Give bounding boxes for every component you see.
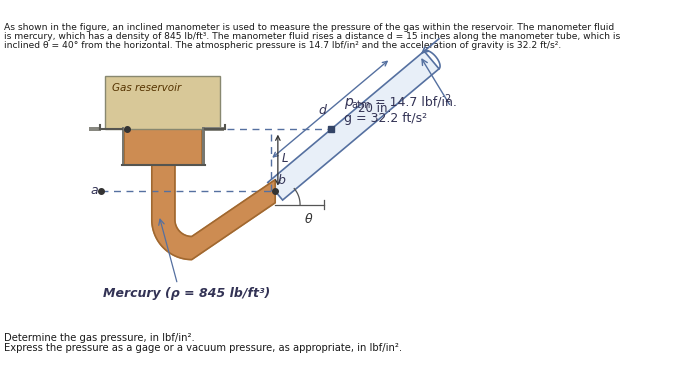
Text: d: d — [318, 104, 327, 117]
Text: Gas reservoir: Gas reservoir — [112, 83, 181, 93]
Polygon shape — [152, 164, 275, 259]
Bar — [202, 127, 224, 131]
Bar — [122, 127, 125, 164]
Polygon shape — [268, 51, 439, 200]
Text: inclined θ = 40° from the horizontal. The atmospheric pressure is 14.7 lbf/in² a: inclined θ = 40° from the horizontal. Th… — [4, 41, 561, 50]
Bar — [105, 76, 220, 129]
Text: b: b — [278, 174, 286, 187]
Text: atm: atm — [351, 100, 371, 110]
Text: Express the pressure as a gage or a vacuum pressure, as appropriate, in lbf/in².: Express the pressure as a gage or a vacu… — [4, 343, 402, 353]
Text: Mercury (ρ = 845 lb/ft³): Mercury (ρ = 845 lb/ft³) — [103, 287, 270, 300]
Text: is mercury, which has a density of 845 lb/ft³. The manometer fluid rises a dista: is mercury, which has a density of 845 l… — [4, 32, 620, 41]
Bar — [202, 127, 205, 164]
Text: a: a — [90, 184, 98, 197]
Text: p: p — [344, 95, 354, 110]
Text: θ: θ — [305, 213, 313, 225]
Text: g = 32.2 ft/s²: g = 32.2 ft/s² — [344, 112, 428, 125]
Text: As shown in the figure, an inclined manometer is used to measure the pressure of: As shown in the figure, an inclined mano… — [4, 24, 614, 32]
Bar — [89, 127, 102, 131]
Text: 2: 2 — [444, 94, 450, 104]
Text: 20 in.: 20 in. — [358, 102, 391, 115]
Bar — [125, 129, 202, 164]
Text: Determine the gas pressure, in lbf/in².: Determine the gas pressure, in lbf/in². — [4, 333, 195, 343]
Text: = 14.7 lbf/in.: = 14.7 lbf/in. — [371, 96, 457, 109]
Text: L: L — [281, 152, 288, 165]
